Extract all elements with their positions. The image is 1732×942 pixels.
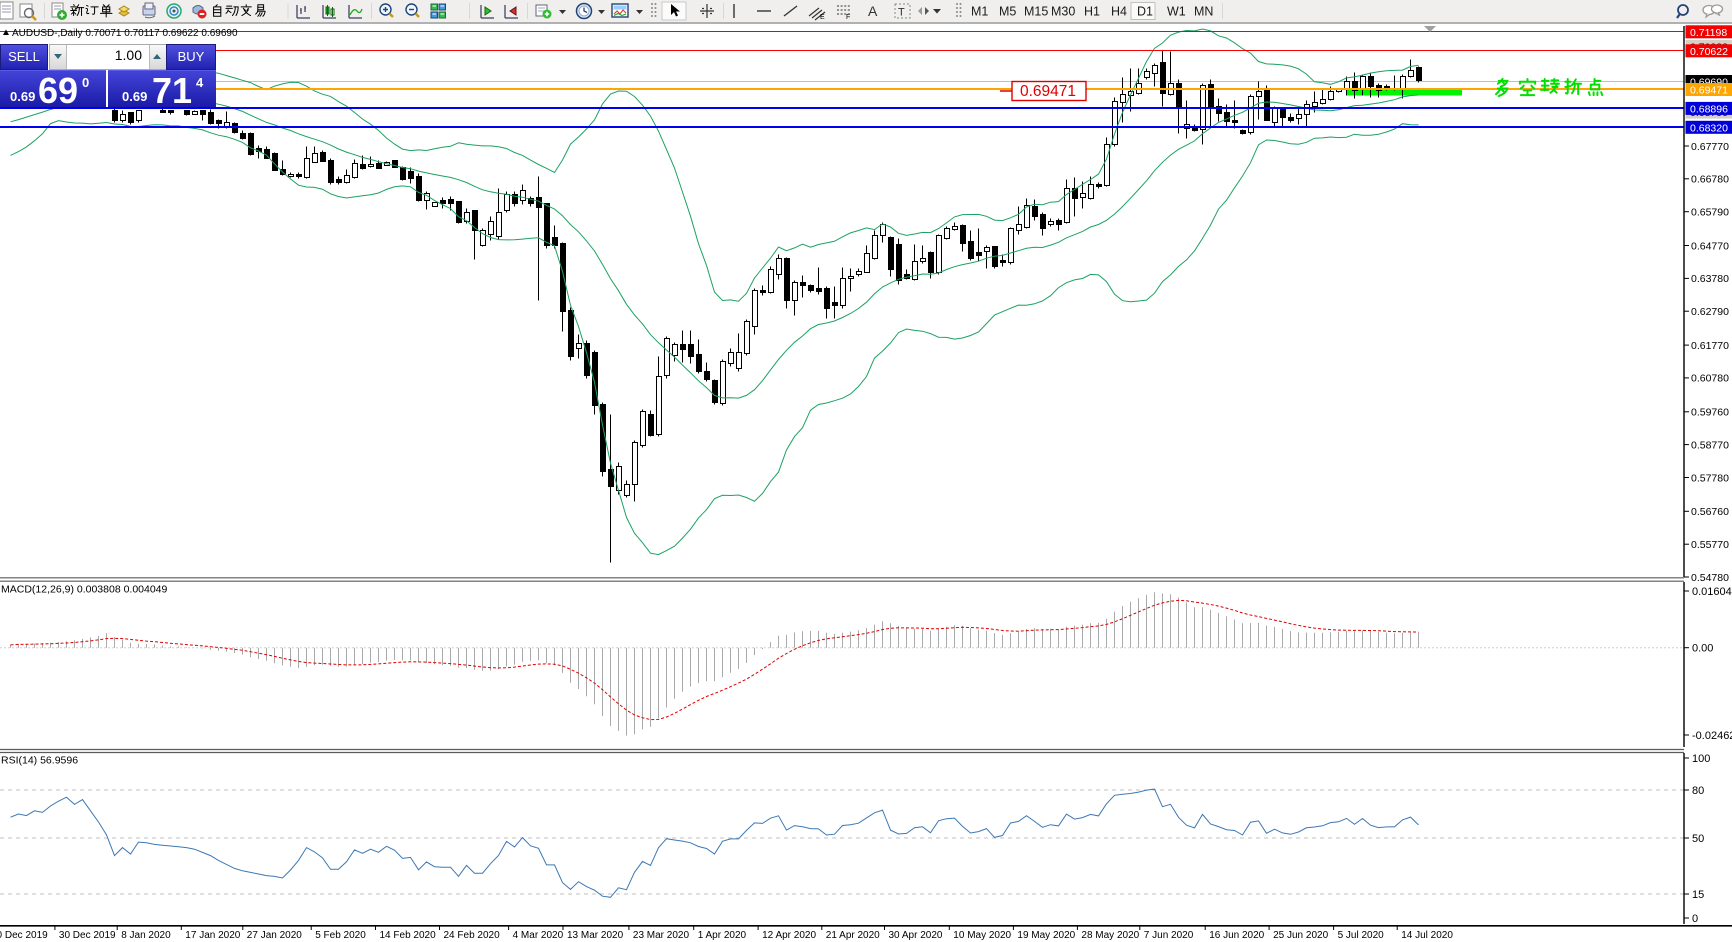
- svg-text:0.016048: 0.016048: [1692, 586, 1732, 598]
- svg-text:0.60780: 0.60780: [1691, 373, 1729, 385]
- svg-text:13 Mar 2020: 13 Mar 2020: [567, 930, 624, 941]
- svg-text:5 Feb 2020: 5 Feb 2020: [315, 930, 366, 941]
- svg-text:25 Jun 2020: 25 Jun 2020: [1273, 930, 1328, 941]
- svg-text:T: T: [898, 7, 905, 19]
- svg-text:30 Apr 2020: 30 Apr 2020: [889, 930, 943, 941]
- svg-text:12 Apr 2020: 12 Apr 2020: [762, 930, 816, 941]
- svg-text:8 Jan 2020: 8 Jan 2020: [121, 930, 171, 941]
- svg-text:E: E: [820, 14, 825, 21]
- svg-text:21 Apr 2020: 21 Apr 2020: [826, 930, 880, 941]
- svg-text:0.68320: 0.68320: [1690, 122, 1728, 134]
- svg-text:A: A: [868, 3, 878, 19]
- svg-text:28 May 2020: 28 May 2020: [1081, 930, 1139, 941]
- svg-text:20 Dec 2019: 20 Dec 2019: [0, 930, 48, 941]
- svg-text:0.69471: 0.69471: [1020, 83, 1076, 100]
- svg-text:M15: M15: [1024, 5, 1048, 19]
- svg-text:RSI(14) 56.9596: RSI(14) 56.9596: [1, 755, 78, 767]
- svg-text:24 Feb 2020: 24 Feb 2020: [444, 930, 501, 941]
- svg-text:0.64770: 0.64770: [1691, 240, 1729, 252]
- svg-text:0.65790: 0.65790: [1691, 207, 1729, 219]
- svg-text:-0.024625: -0.024625: [1692, 730, 1732, 742]
- svg-text:H4: H4: [1111, 5, 1127, 19]
- svg-text:0.54780: 0.54780: [1691, 572, 1729, 584]
- svg-text:0.66780: 0.66780: [1691, 174, 1729, 186]
- svg-text:W1: W1: [1167, 5, 1186, 19]
- svg-text:AUDUSD-,Daily 0.70071 0.70117: AUDUSD-,Daily 0.70071 0.70117 0.69622 0.…: [12, 28, 238, 39]
- svg-text:17 Jan 2020: 17 Jan 2020: [185, 930, 240, 941]
- svg-text:14 Feb 2020: 14 Feb 2020: [380, 930, 437, 941]
- svg-text:100: 100: [1692, 753, 1710, 765]
- svg-text:0.59760: 0.59760: [1691, 407, 1729, 419]
- svg-text:1 Apr 2020: 1 Apr 2020: [698, 930, 747, 941]
- svg-text:80: 80: [1692, 785, 1704, 797]
- svg-text:F: F: [846, 14, 850, 21]
- svg-text:M30: M30: [1051, 5, 1075, 19]
- svg-text:MACD(12,26,9) 0.003808 0.00404: MACD(12,26,9) 0.003808 0.004049: [1, 584, 168, 596]
- svg-text:0.63780: 0.63780: [1691, 273, 1729, 285]
- svg-text:10 May 2020: 10 May 2020: [953, 930, 1011, 941]
- svg-text:0: 0: [1692, 913, 1698, 925]
- svg-text:30 Dec 2019: 30 Dec 2019: [59, 930, 116, 941]
- svg-text:0.62790: 0.62790: [1691, 306, 1729, 318]
- svg-text:23 Mar 2020: 23 Mar 2020: [633, 930, 690, 941]
- svg-text:7 Jun 2020: 7 Jun 2020: [1144, 930, 1194, 941]
- svg-text:0.69471: 0.69471: [1690, 85, 1728, 97]
- svg-text:0.70622: 0.70622: [1690, 46, 1728, 58]
- svg-text:0.57780: 0.57780: [1691, 472, 1729, 484]
- svg-text:D1: D1: [1137, 5, 1153, 19]
- svg-text:0.56760: 0.56760: [1691, 506, 1729, 518]
- svg-text:5 Jul 2020: 5 Jul 2020: [1338, 930, 1385, 941]
- svg-text:H1: H1: [1084, 5, 1100, 19]
- svg-text:50: 50: [1692, 833, 1704, 845]
- svg-text:0.55770: 0.55770: [1691, 539, 1729, 551]
- svg-text:27 Jan 2020: 27 Jan 2020: [247, 930, 302, 941]
- svg-text:0.58770: 0.58770: [1691, 439, 1729, 451]
- svg-text:0.00: 0.00: [1692, 643, 1713, 655]
- svg-text:0.61770: 0.61770: [1691, 340, 1729, 352]
- svg-text:M1: M1: [971, 5, 988, 19]
- svg-text:14 Jul 2020: 14 Jul 2020: [1401, 930, 1453, 941]
- svg-text:0.67770: 0.67770: [1691, 141, 1729, 153]
- svg-text:15: 15: [1692, 889, 1704, 901]
- svg-text:MN: MN: [1194, 5, 1213, 19]
- svg-text:19 May 2020: 19 May 2020: [1017, 930, 1075, 941]
- svg-text:16 Jun 2020: 16 Jun 2020: [1209, 930, 1264, 941]
- svg-text:0.71198: 0.71198: [1690, 27, 1727, 39]
- svg-text:4 Mar 2020: 4 Mar 2020: [513, 930, 564, 941]
- svg-text:0.68896: 0.68896: [1690, 103, 1728, 115]
- svg-text:M5: M5: [999, 5, 1016, 19]
